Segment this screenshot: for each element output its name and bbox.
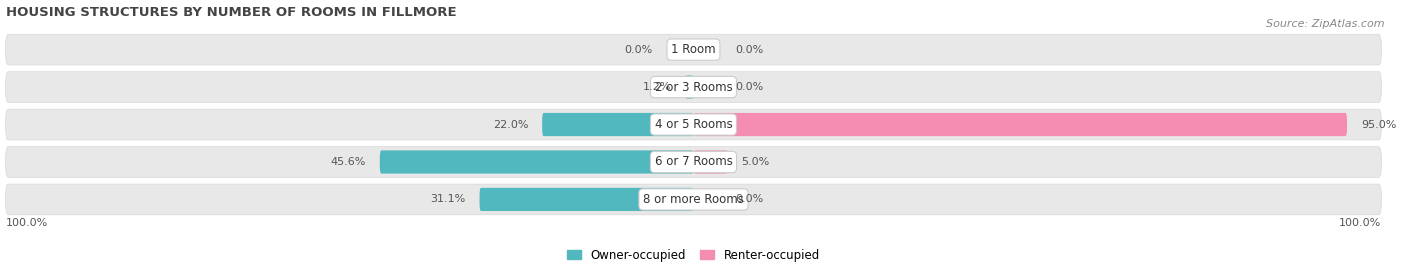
FancyBboxPatch shape [693, 113, 1347, 136]
Text: 1.2%: 1.2% [643, 82, 672, 92]
Text: 100.0%: 100.0% [1339, 218, 1382, 228]
FancyBboxPatch shape [693, 150, 728, 174]
Text: Source: ZipAtlas.com: Source: ZipAtlas.com [1267, 19, 1385, 29]
Text: 95.0%: 95.0% [1361, 119, 1396, 130]
Text: 0.0%: 0.0% [735, 45, 763, 55]
Text: 1 Room: 1 Room [671, 43, 716, 56]
Text: 0.0%: 0.0% [735, 82, 763, 92]
Legend: Owner-occupied, Renter-occupied: Owner-occupied, Renter-occupied [567, 249, 820, 261]
Text: 6 or 7 Rooms: 6 or 7 Rooms [655, 155, 733, 168]
Text: 45.6%: 45.6% [330, 157, 366, 167]
Text: 31.1%: 31.1% [430, 194, 465, 204]
Text: 2 or 3 Rooms: 2 or 3 Rooms [655, 81, 733, 94]
FancyBboxPatch shape [685, 76, 693, 99]
Text: 4 or 5 Rooms: 4 or 5 Rooms [655, 118, 733, 131]
FancyBboxPatch shape [6, 34, 1382, 65]
FancyBboxPatch shape [543, 113, 693, 136]
FancyBboxPatch shape [6, 109, 1382, 140]
Text: 100.0%: 100.0% [6, 218, 48, 228]
Text: 0.0%: 0.0% [624, 45, 652, 55]
FancyBboxPatch shape [6, 184, 1382, 215]
Text: 0.0%: 0.0% [735, 194, 763, 204]
Text: 8 or more Rooms: 8 or more Rooms [643, 193, 744, 206]
Text: HOUSING STRUCTURES BY NUMBER OF ROOMS IN FILLMORE: HOUSING STRUCTURES BY NUMBER OF ROOMS IN… [6, 6, 456, 19]
FancyBboxPatch shape [6, 72, 1382, 102]
Text: 5.0%: 5.0% [741, 157, 770, 167]
FancyBboxPatch shape [6, 147, 1382, 177]
Text: 22.0%: 22.0% [494, 119, 529, 130]
FancyBboxPatch shape [380, 150, 693, 174]
FancyBboxPatch shape [479, 188, 693, 211]
